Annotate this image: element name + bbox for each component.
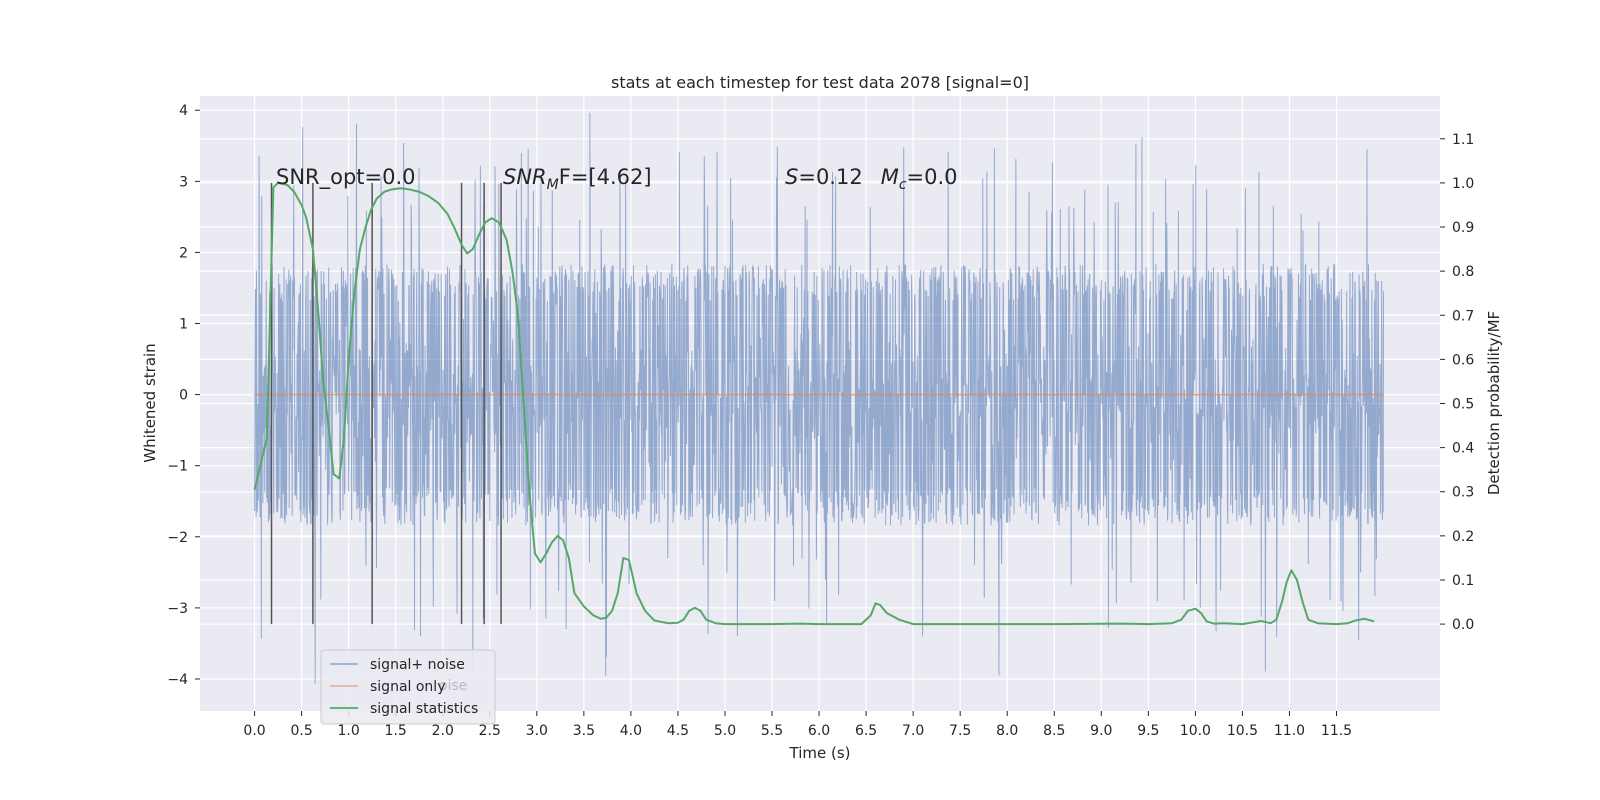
y-tick-label: 2 [179,245,188,261]
x-tick-label: 9.0 [1090,723,1112,739]
x-tick-label: 7.5 [949,723,971,739]
annotation-s-mc: S=0.12 Mc=0.0 [785,165,958,193]
mc-subscript: c [899,177,907,193]
x-tick-label: 8.0 [996,723,1018,739]
x-tick-label: 10.5 [1227,723,1258,739]
legend: oise signal+ noise signal only signal st… [320,649,496,725]
x-tick-label: 5.5 [761,723,783,739]
x-tick-label: 4.5 [667,723,689,739]
annotation-snr-mf: SNRMF=[4.62] [503,165,652,193]
x-tick-label: 10.0 [1180,723,1211,739]
legend-box [320,649,496,725]
marker-lines [270,182,502,625]
y2-tick-label: 0.1 [1452,573,1474,589]
y2-tick-label: 0.2 [1452,529,1474,545]
y2-tick-label: 0.8 [1452,264,1474,280]
snr-mf-value: F=[4.62] [559,165,652,189]
x-tick-labels: 0.0 0.5 1.0 1.5 2.0 2.5 3.0 3.5 4.0 4.5 5.0 5.5 6.0 6… [243,711,1352,739]
y2-tick-label: 0.5 [1452,397,1474,413]
y-tick-labels: −4 −3 −2 −1 0 1 2 3 4 [167,103,200,688]
y-tick-label: 4 [179,103,188,119]
y2-axis-label: Detection probability/MF [1485,311,1503,495]
y-tick-label: 3 [179,174,188,190]
y2-tick-label: 0.9 [1452,220,1474,236]
x-tick-label: 11.0 [1274,723,1305,739]
y2-tick-label: 0.6 [1452,352,1474,368]
x-tick-label: 1.5 [385,723,407,739]
s-value: =0.12 [798,165,862,189]
y-tick-label: −4 [167,672,188,688]
y-tick-label: 1 [179,317,188,333]
y2-tick-labels: 0.0 0.1 0.2 0.3 0.4 0.5 0.6 0.7 0.8 0.9 1.0 1.1 [1440,132,1474,633]
chart-title: stats at each timestep for test data 207… [611,73,1029,92]
signal-statistics-line [253,181,1375,626]
legend-ghost-text: oise [439,678,467,694]
x-tick-label: 6.0 [808,723,830,739]
x-tick-label: 11.5 [1321,723,1352,739]
x-tick-label: 1.0 [338,723,360,739]
annotation-snr-opt: SNR_opt=0.0 [276,165,416,190]
mc-letter: M [881,165,899,189]
snr-mf-base: SNR [503,165,547,189]
x-tick-label: 0.0 [243,723,265,739]
x-tick-label: 4.0 [620,723,642,739]
x-tick-label: 8.5 [1043,723,1065,739]
y2-tick-label: 1.1 [1452,132,1474,148]
mc-value: =0.0 [907,165,958,189]
x-tick-label: 0.5 [290,723,312,739]
y2-tick-label: 1.0 [1452,176,1474,192]
y2-tick-label: 0.4 [1452,441,1474,457]
x-tick-label: 2.5 [479,723,501,739]
x-tick-label: 2.0 [432,723,454,739]
legend-label-signal-statistics: signal statistics [370,701,478,717]
x-tick-label: 3.0 [526,723,548,739]
y2-tick-label: 0.3 [1452,485,1474,501]
y-tick-label: −3 [167,601,188,617]
legend-label-signal-noise: signal+ noise [370,657,465,673]
x-tick-label: 6.5 [855,723,877,739]
y-axis-label: Whitened strain [141,343,159,462]
x-tick-label: 7.0 [902,723,924,739]
x-tick-label: 9.5 [1137,723,1159,739]
signal-statistics-series [253,181,1375,626]
y2-tick-label: 0.7 [1452,308,1474,324]
legend-label-signal-only: signal only [370,679,445,695]
y2-tick-label: 0.0 [1452,617,1474,633]
x-axis-label: Time (s) [789,744,851,762]
y-tick-label: −2 [167,530,188,546]
s-letter: S [785,165,798,189]
x-tick-label: 3.5 [573,723,595,739]
y-tick-label: 0 [179,388,188,404]
x-tick-label: 5.0 [714,723,736,739]
snr-mf-subscript: M [547,177,559,193]
y-tick-label: −1 [167,459,188,475]
